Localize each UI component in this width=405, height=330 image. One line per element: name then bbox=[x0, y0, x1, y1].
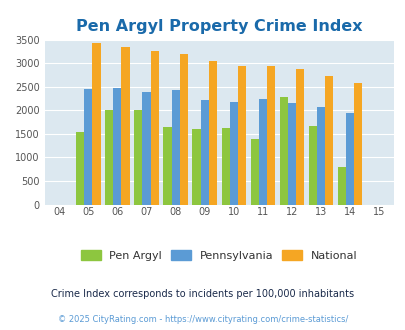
Bar bbox=[279, 97, 287, 205]
Bar bbox=[150, 51, 158, 205]
Text: © 2025 CityRating.com - https://www.cityrating.com/crime-statistics/: © 2025 CityRating.com - https://www.city… bbox=[58, 315, 347, 324]
Bar bbox=[324, 76, 333, 205]
Text: Crime Index corresponds to incidents per 100,000 inhabitants: Crime Index corresponds to incidents per… bbox=[51, 289, 354, 299]
Bar bbox=[192, 129, 200, 205]
Bar bbox=[171, 89, 179, 205]
Bar bbox=[92, 43, 100, 205]
Bar bbox=[316, 107, 324, 205]
Bar bbox=[266, 66, 275, 205]
Bar bbox=[337, 167, 345, 205]
Bar bbox=[76, 132, 84, 205]
Bar bbox=[105, 110, 113, 205]
Bar bbox=[250, 139, 258, 205]
Bar bbox=[84, 89, 92, 205]
Title: Pen Argyl Property Crime Index: Pen Argyl Property Crime Index bbox=[76, 19, 362, 34]
Bar bbox=[208, 61, 216, 205]
Bar bbox=[345, 113, 354, 205]
Bar bbox=[229, 102, 237, 205]
Bar bbox=[295, 69, 303, 205]
Bar bbox=[142, 92, 150, 205]
Bar bbox=[200, 100, 208, 205]
Bar bbox=[134, 110, 142, 205]
Bar bbox=[287, 103, 295, 205]
Bar bbox=[308, 126, 316, 205]
Bar bbox=[221, 128, 229, 205]
Bar bbox=[163, 127, 171, 205]
Bar bbox=[179, 54, 188, 205]
Bar bbox=[258, 99, 266, 205]
Legend: Pen Argyl, Pennsylvania, National: Pen Argyl, Pennsylvania, National bbox=[77, 247, 360, 264]
Bar bbox=[354, 83, 362, 205]
Bar bbox=[237, 66, 245, 205]
Bar bbox=[113, 88, 121, 205]
Bar bbox=[121, 47, 129, 205]
